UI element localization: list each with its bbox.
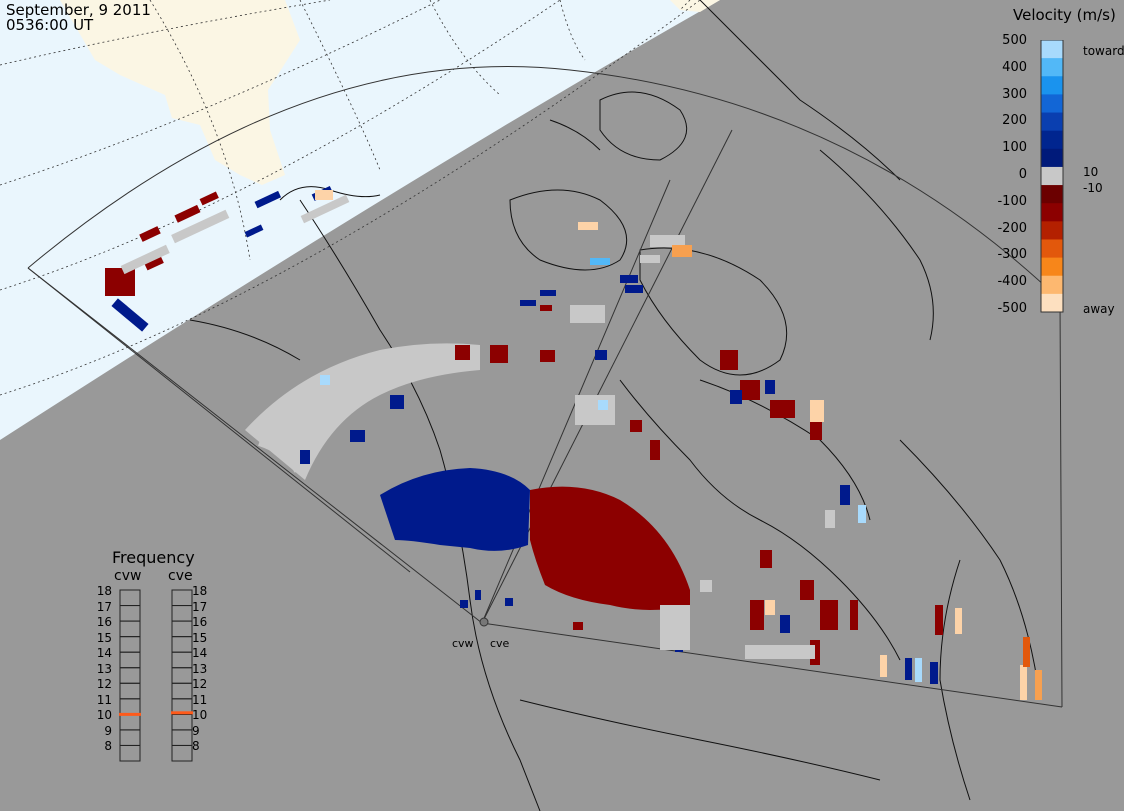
site-label-cvw: cvw	[452, 637, 474, 650]
colorbar-tick-label: 400	[1002, 59, 1027, 75]
frequency-scale-label-right: 15	[192, 630, 208, 645]
colorbar-pos10-label: 10	[1083, 165, 1099, 179]
colorbar-tick-label: 0	[1018, 167, 1027, 182]
colorbar-swatch	[1041, 203, 1063, 222]
frequency-scale-label-left: 13	[96, 661, 112, 676]
frequency-scale-label-left: 18	[96, 584, 112, 598]
velocity-colorbar	[1040, 40, 1064, 313]
colorbar-tick-label: 300	[1002, 86, 1027, 102]
frequency-scale-label-left: 8	[104, 739, 112, 754]
colorbar-title: Velocity (m/s)	[1013, 6, 1116, 24]
colorbar-swatch	[1041, 40, 1063, 59]
date-label: September, 9 2011	[6, 1, 151, 19]
colorbar-toward-label: toward	[1083, 44, 1124, 58]
frequency-bar-cell	[119, 651, 141, 669]
frequency-bar-cell	[171, 667, 193, 684]
frequency-bar-cell	[171, 651, 193, 669]
frequency-radar-cvw: cvw	[114, 568, 142, 584]
frequency-bar-cell	[171, 729, 193, 746]
frequency-scale-label-left: 9	[104, 723, 112, 738]
frequency-bar-cell	[171, 682, 193, 700]
echo-cells	[105, 186, 1042, 700]
frequency-bar-cell	[119, 589, 141, 607]
frequency-bar-cell	[171, 605, 193, 622]
colorbar-swatch	[1041, 112, 1063, 132]
frequency-radar-cve: cve	[168, 568, 193, 584]
frequency-bar-cell	[119, 744, 141, 762]
colorbar-swatch	[1041, 185, 1063, 204]
frequency-scale-label-right: 12	[192, 677, 208, 692]
colorbar-away-label: away	[1083, 302, 1115, 316]
colorbar-swatch	[1041, 148, 1063, 168]
colorbar-tick-label: -500	[997, 301, 1027, 316]
colorbar-tick-label: -100	[997, 193, 1027, 209]
frequency-bar-cell	[119, 605, 141, 622]
colorbar-swatch	[1041, 166, 1063, 186]
colorbar-tick-label: -300	[997, 247, 1027, 263]
frequency-scale-label-left: 10	[96, 708, 112, 723]
frequency-scale-label-left: 17	[96, 599, 112, 614]
frequency-scale-label-left: 14	[96, 646, 112, 661]
frequency-scale-label-right: 14	[192, 646, 208, 661]
frequency-scale-label-left: 11	[96, 692, 112, 707]
frequency-bar-cell	[119, 667, 141, 684]
frequency-bar-cell	[119, 698, 141, 715]
colorbar-swatch	[1041, 275, 1063, 295]
colorbar-swatch	[1041, 76, 1063, 95]
frequency-scale-label-left: 12	[96, 677, 112, 692]
colorbar-neg10-label: -10	[1083, 181, 1103, 195]
frequency-bar-cell	[119, 636, 141, 653]
frequency-scale-label-right: 11	[192, 692, 208, 707]
frequency-scale-label-right: 9	[192, 723, 200, 738]
frequency-bar-cell	[119, 713, 141, 731]
frequency-scale-label-left: 15	[96, 630, 112, 645]
colorbar-tick-label: 100	[1002, 140, 1027, 156]
colorbar-tick-label: -200	[997, 220, 1027, 236]
frequency-scale-label-right: 16	[192, 615, 208, 630]
frequency-scale-label-right: 18	[192, 584, 208, 598]
frequency-title: Frequency	[112, 548, 195, 567]
colorbar-swatch	[1041, 239, 1063, 259]
colorbar-swatch	[1041, 257, 1063, 277]
colorbar-swatch	[1041, 293, 1063, 313]
colorbar-tick-label: -400	[997, 274, 1027, 290]
frequency-marker	[119, 712, 141, 716]
colorbar-swatch	[1041, 130, 1063, 150]
frequency-marker	[171, 711, 193, 715]
frequency-bar-cell	[171, 744, 193, 762]
colorbar-swatch	[1041, 58, 1063, 77]
frequency-bar-cell	[171, 620, 193, 638]
frequency-bar-cell	[171, 589, 193, 607]
colorbar-tick-label: 500	[1002, 33, 1027, 48]
frequency-bar-cell	[119, 620, 141, 638]
colorbar-tick-label: 200	[1002, 113, 1027, 129]
frequency-scale-label-right: 17	[192, 599, 208, 614]
frequency-bar-cve	[171, 589, 193, 762]
frequency-scale-label-right: 10	[192, 708, 208, 723]
frequency-scale-label-right: 8	[192, 739, 200, 754]
frequency-bar-cell	[119, 682, 141, 700]
colorbar-swatch	[1041, 221, 1063, 240]
frequency-bar-cell	[171, 713, 193, 731]
frequency-bar-cell	[119, 729, 141, 746]
frequency-scale-label-right: 13	[192, 661, 208, 676]
frequency-bar-cvw	[119, 589, 141, 762]
site-label-cve: cve	[490, 637, 510, 650]
colorbar-swatch	[1041, 94, 1063, 114]
time-label: 0536:00 UT	[6, 16, 94, 34]
frequency-bar-cell	[171, 636, 193, 653]
frequency-scale-label-left: 16	[96, 615, 112, 630]
